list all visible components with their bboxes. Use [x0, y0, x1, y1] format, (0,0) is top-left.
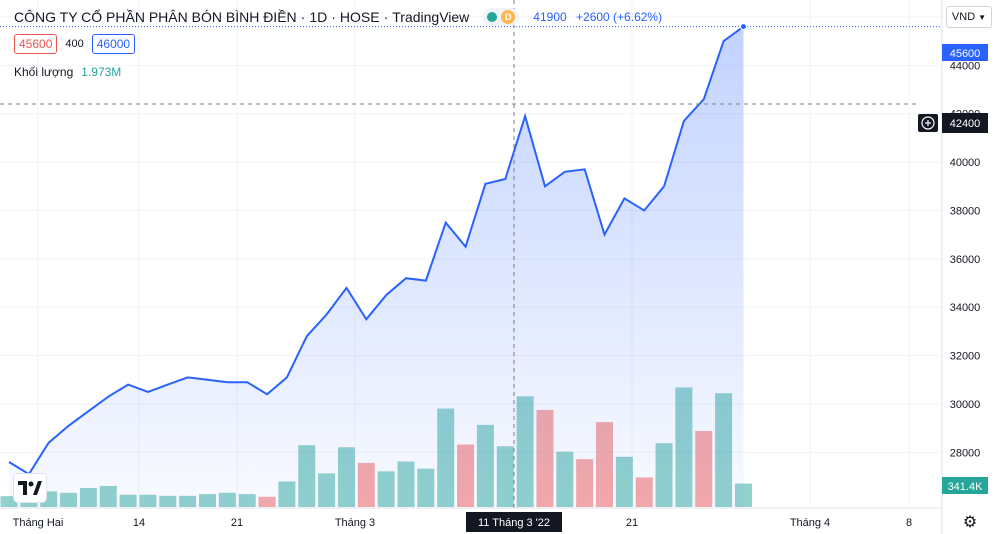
time-tick-label: 21	[626, 517, 638, 529]
last-volume-label: 341.4K	[948, 481, 984, 493]
time-tick-label: Tháng Hai	[13, 517, 64, 529]
price-line	[8, 25, 745, 476]
exchange-label: HOSE	[339, 9, 380, 25]
price-tick-label: 44000	[950, 60, 981, 72]
volume-value: 1.973M	[81, 65, 122, 79]
quote-info: 41900 +2600 (+6.62%)	[533, 10, 668, 24]
last-price: 41900	[533, 10, 567, 24]
chart-title-row: CÔNG TY CỔ PHẦN PHÂN BÓN BÌNH ĐIỀN · 1D …	[14, 8, 668, 26]
gear-icon[interactable]: ⚙	[962, 514, 978, 531]
crosshair-date-label: 11 Tháng 3 '22	[478, 517, 550, 529]
sell-price-box[interactable]: 45600	[14, 34, 58, 54]
price-tick-label: 40000	[950, 157, 981, 169]
price-area	[9, 26, 744, 508]
price-boxes-row: 45600 400 46000	[14, 34, 136, 54]
title-separator: ·	[300, 9, 306, 25]
symbol-name[interactable]: CÔNG TY CỔ PHẦN PHÂN BÓN BÌNH ĐIỀN	[14, 9, 297, 25]
currency-selector[interactable]: VND ▼	[946, 6, 992, 28]
interval-label[interactable]: 1D	[309, 9, 328, 25]
buy-price-box[interactable]: 46000	[91, 34, 136, 54]
title-separator: ·	[331, 9, 336, 25]
add-alert-icon[interactable]	[918, 114, 938, 132]
crosshair-price-label: 42400	[950, 118, 981, 130]
time-tick-label: 21	[231, 517, 243, 529]
time-tick-label: Tháng 4	[790, 517, 830, 529]
last-volume-box	[942, 477, 988, 494]
tradingview-logo-icon[interactable]	[14, 474, 46, 502]
market-status-pill[interactable]: D	[483, 8, 520, 26]
price-change: +2600 (+6.62%)	[576, 10, 663, 24]
last-price-dot	[739, 23, 747, 31]
currency-label: VND	[951, 11, 976, 23]
volume-legend[interactable]: Khối lượng 1.973M	[14, 65, 121, 79]
price-tick-label: 30000	[950, 399, 981, 411]
title-separator: ·	[383, 9, 389, 25]
market-open-icon	[487, 12, 498, 22]
price-tick-label: 34000	[950, 302, 981, 314]
time-tick-label: 8	[906, 517, 912, 529]
price-tick-label: 32000	[950, 351, 981, 363]
volume-label: Khối lượng	[14, 65, 74, 79]
price-tick-label: 28000	[950, 447, 981, 459]
last-price-label: 45600	[950, 48, 981, 60]
price-axis: 2800030000320003400036000380004000042000…	[950, 12, 981, 459]
price-tick-label: 36000	[950, 254, 981, 266]
chevron-down-icon: ▼	[978, 12, 987, 22]
time-tick-label: Tháng 3	[335, 517, 375, 529]
time-tick-label: 14	[133, 517, 145, 529]
crosshair-price-box	[942, 113, 988, 133]
last-price-box	[942, 44, 988, 61]
delayed-data-icon: D	[501, 10, 516, 24]
source-label: TradingView	[392, 9, 470, 25]
crosshair-date-box	[466, 512, 562, 532]
spread-value: 400	[65, 38, 84, 50]
time-axis: Tháng Hai 14 21 Tháng 3 21 Tháng 4 8	[13, 517, 912, 529]
price-tick-label: 38000	[950, 205, 981, 217]
